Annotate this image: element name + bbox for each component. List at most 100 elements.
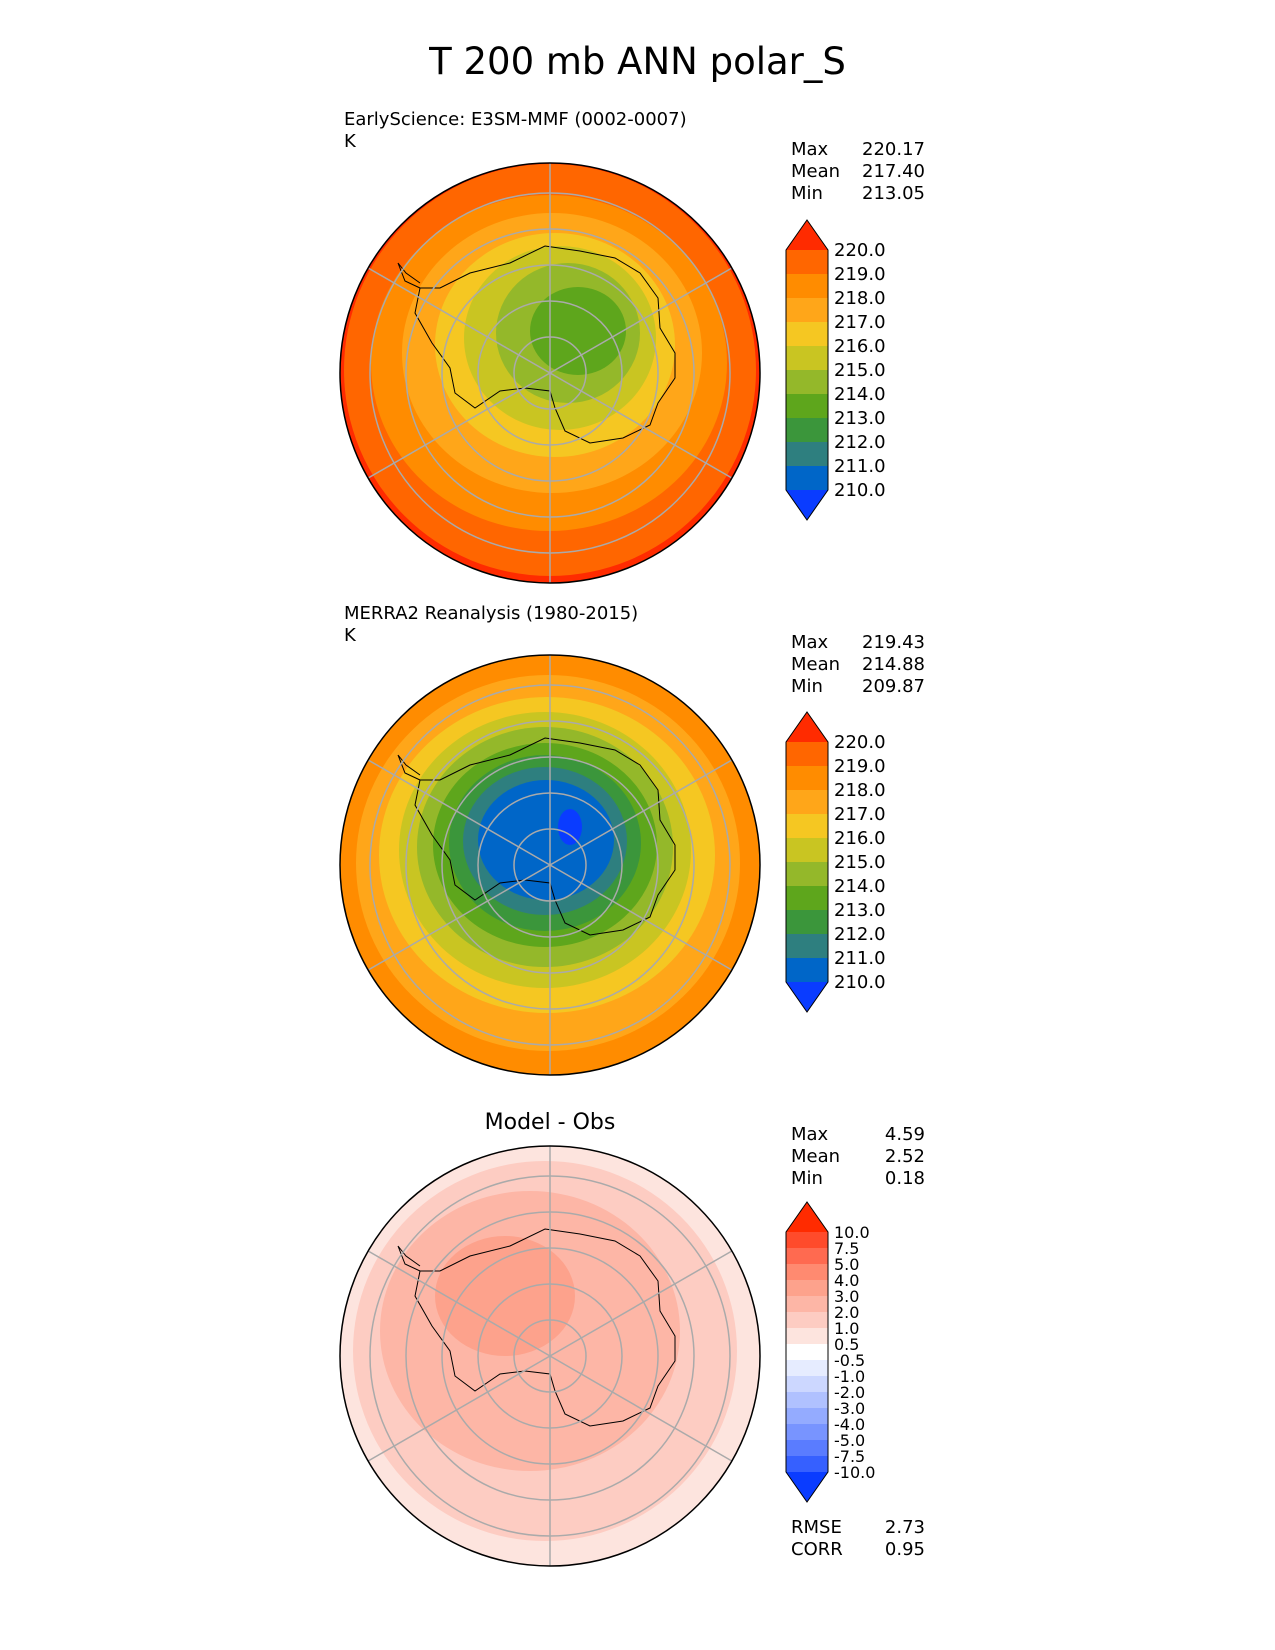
colorbar-tick-label: 216.0 xyxy=(834,336,886,357)
colorbar-bin-0 xyxy=(786,250,828,275)
colorbar-tick-label: 217.0 xyxy=(834,312,886,333)
colorbar-tick-label: 213.0 xyxy=(834,408,886,429)
colorbar-bin-12 xyxy=(786,1424,828,1441)
colorbar-bin-8 xyxy=(786,934,828,959)
colorbar-tick-label: -0.5 xyxy=(834,1351,865,1370)
colorbar-tick-label: 211.0 xyxy=(834,456,886,477)
colorbar-bin-8 xyxy=(786,1360,828,1377)
colorbar-bin-7 xyxy=(786,910,828,935)
stat-label: Min xyxy=(791,1168,823,1189)
colorbar-outline xyxy=(785,1201,829,1503)
meridian-line-1 xyxy=(549,759,733,866)
meridian-line-2 xyxy=(549,1355,733,1462)
stat-value: 4.59 xyxy=(884,1124,925,1145)
colorbar-tick-label: 7.5 xyxy=(834,1239,859,1258)
colorbar-bin-0 xyxy=(786,1232,828,1249)
colorbar-extend-max xyxy=(786,1202,828,1232)
panel-diff-metrics: RMSE 2.73 CORR 0.95 xyxy=(791,1517,925,1561)
colorbar-tick-label: 217.0 xyxy=(834,804,886,825)
polar-map-diff xyxy=(339,1145,761,1567)
colorbar-tick-label: 210.0 xyxy=(834,480,886,501)
colorbar-tick-label: 211.0 xyxy=(834,948,886,969)
colorbar-tick-label: 3.0 xyxy=(834,1287,859,1306)
panel-test-subtitle: EarlyScience: E3SM-MMF (0002-0007) K xyxy=(344,109,687,152)
meridian-line-4 xyxy=(367,864,551,971)
map-boundary xyxy=(339,162,761,584)
colorbar-tick-label: 219.0 xyxy=(834,264,886,285)
meridian-line-1 xyxy=(549,267,733,374)
colorbar-bin-11 xyxy=(786,1408,828,1425)
stat-value: 217.40 xyxy=(862,161,925,182)
colorbar-tick-label: -10.0 xyxy=(834,1463,875,1482)
stat-label: Max xyxy=(791,139,829,160)
stat-value: 0.18 xyxy=(884,1168,925,1189)
stat-label: Mean xyxy=(791,161,841,182)
metric-value: 2.73 xyxy=(884,1517,925,1538)
colorbar-bin-5 xyxy=(786,370,828,395)
colorbar-bin-3 xyxy=(786,814,828,839)
map-boundary xyxy=(339,1145,761,1567)
colorbar-tick-label: 2.0 xyxy=(834,1303,859,1322)
stat-label: Mean xyxy=(791,654,841,675)
stat-value: 220.17 xyxy=(862,139,925,160)
colorbar-bin-7 xyxy=(786,418,828,443)
colorbar-tick-label: 214.0 xyxy=(834,384,886,405)
stat-value: 214.88 xyxy=(862,654,925,675)
colorbar-tick-label: 5.0 xyxy=(834,1255,859,1274)
colorbar-bin-3 xyxy=(786,1280,828,1297)
meridian-line-5 xyxy=(367,1250,551,1357)
colorbar-tick-label: 220.0 xyxy=(834,732,886,753)
polar-map-test xyxy=(339,162,761,584)
meridian-line-2 xyxy=(549,864,733,971)
colorbar-extend-min xyxy=(786,982,828,1012)
colorbar-bin-1 xyxy=(786,766,828,791)
colorbar-bin-1 xyxy=(786,1248,828,1265)
colorbar-bin-10 xyxy=(786,1392,828,1409)
colorbar-bin-9 xyxy=(786,1376,828,1393)
colorbar-extend-max xyxy=(786,712,828,742)
panel-diff-title: Model - Obs xyxy=(484,1110,616,1135)
colorbar-bin-1 xyxy=(786,274,828,299)
stat-value: 213.05 xyxy=(862,183,925,204)
colorbar-tick-label: 212.0 xyxy=(834,924,886,945)
coastline-peninsula xyxy=(397,754,421,781)
colorbar-bin-6 xyxy=(786,886,828,911)
colorbar-tick-label: -7.5 xyxy=(834,1447,865,1466)
meridian-line-5 xyxy=(367,759,551,866)
colorbar-bin-2 xyxy=(786,298,828,323)
metric-label: CORR xyxy=(791,1539,843,1560)
colorbar-tick-label: 215.0 xyxy=(834,852,886,873)
colorbar-extend-max xyxy=(786,220,828,250)
stat-value: 2.52 xyxy=(884,1146,925,1167)
colorbar-outline xyxy=(785,219,829,521)
stat-value: 219.43 xyxy=(862,632,925,653)
colorbar-bin-0 xyxy=(786,742,828,767)
meridian-line-4 xyxy=(367,372,551,479)
colorbar-tick-label: 218.0 xyxy=(834,780,886,801)
colorbar-tick-label: 10.0 xyxy=(834,1223,870,1242)
colorbar-tick-label: -4.0 xyxy=(834,1415,865,1434)
colorbar-outline xyxy=(785,711,829,1013)
stat-label: Max xyxy=(791,632,829,653)
colorbar-bin-4 xyxy=(786,1296,828,1313)
colorbar-tick-label: -1.0 xyxy=(834,1367,865,1386)
colorbar-tick-label: 4.0 xyxy=(834,1271,859,1290)
colorbar-extend-min xyxy=(786,1472,828,1502)
colorbar-bin-4 xyxy=(786,838,828,863)
colorbar-bin-8 xyxy=(786,442,828,467)
colorbar-tick-label: 212.0 xyxy=(834,432,886,453)
figure-title: T 200 mb ANN polar_S xyxy=(429,40,846,83)
panel-diff-stats: Max 4.59 Mean 2.52 Min 0.18 xyxy=(791,1124,925,1190)
stat-label: Max xyxy=(791,1124,829,1145)
panel-ref-stats: Max 219.43 Mean 214.88 Min 209.87 xyxy=(791,632,925,698)
colorbar-tick-label: 220.0 xyxy=(834,240,886,261)
colorbar-tick-label: 213.0 xyxy=(834,900,886,921)
colorbar-bin-7 xyxy=(786,1344,828,1361)
colorbar-bin-5 xyxy=(786,862,828,887)
colorbar-bin-14 xyxy=(786,1456,828,1473)
colorbar-extend-min xyxy=(786,490,828,520)
map-boundary xyxy=(339,654,761,1076)
contour-level-7 xyxy=(530,287,626,375)
contour-level-3 xyxy=(435,1236,575,1356)
colorbar-tick-label: 218.0 xyxy=(834,288,886,309)
